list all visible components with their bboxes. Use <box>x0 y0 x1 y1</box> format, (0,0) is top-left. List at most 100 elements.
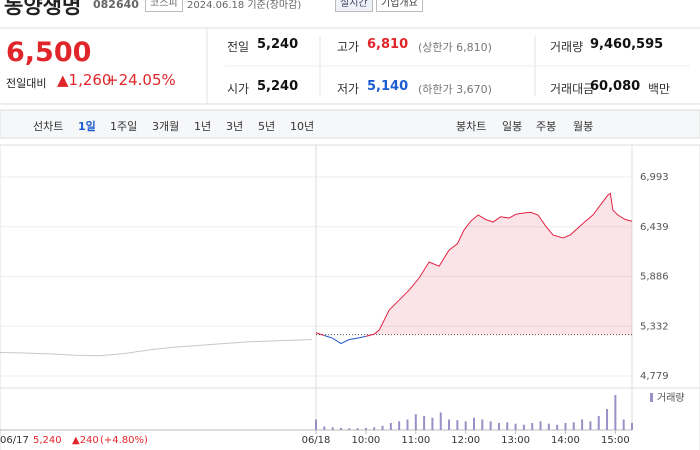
tab-label: 봉차트 <box>456 120 487 133</box>
volume-bar <box>539 421 542 430</box>
x-tick-label: 12:00 <box>451 435 480 446</box>
legend-swatch <box>650 393 653 402</box>
x-tick-label: 06/18 <box>302 435 331 446</box>
volume-bar <box>389 423 392 430</box>
volume-bar <box>398 421 401 430</box>
tab[interactable]: 1주일 <box>110 120 138 133</box>
stat-value: 6,810 <box>367 37 409 52</box>
volume-bar <box>323 426 326 430</box>
change-rate: +24.05% <box>106 71 176 89</box>
tab[interactable]: 3개월 <box>152 120 180 133</box>
volume-bar <box>464 421 467 430</box>
volume-bar <box>406 419 409 430</box>
x-tick-label: 14:00 <box>551 435 580 446</box>
stat-value: 5,240 <box>257 79 299 94</box>
tab[interactable]: 일봉 <box>502 120 523 133</box>
realtime-button[interactable]: 실시간 <box>335 0 373 12</box>
volume-bar <box>506 422 509 430</box>
y-tick-label: 5,332 <box>640 321 669 332</box>
tab[interactable]: 1일 <box>78 120 96 133</box>
tab[interactable]: 1년 <box>194 120 212 133</box>
x-tick-label: 15:00 <box>601 435 630 446</box>
volume-bar <box>448 419 451 430</box>
price-line <box>324 334 367 345</box>
tab[interactable]: 3년 <box>226 120 244 133</box>
x-tick-label: 10:00 <box>351 435 380 446</box>
volume-bar <box>564 423 567 430</box>
volume-bar <box>514 423 517 430</box>
tab[interactable]: 10년 <box>290 120 315 133</box>
volume-bar <box>614 395 617 430</box>
volume-bar <box>348 428 351 430</box>
area <box>365 193 632 337</box>
stat-value: 60,080 <box>590 79 641 94</box>
hover-rate: (+4.80%) <box>100 435 148 446</box>
chart-frame <box>0 144 700 450</box>
price-line <box>0 339 312 357</box>
y-tick-label: 6,439 <box>640 222 669 233</box>
y-tick-label: 5,886 <box>640 271 669 282</box>
x-tick-label: 13:00 <box>501 435 530 446</box>
volume-bar <box>547 423 550 430</box>
volume-bar <box>489 421 492 430</box>
stat-label: 전일 <box>227 40 250 54</box>
stat-value: 9,460,595 <box>590 37 664 52</box>
tab-bar <box>0 109 700 139</box>
legend-label: 거래량 <box>657 392 685 404</box>
stat-label: 거래대금 <box>550 82 595 96</box>
price-line <box>365 192 633 337</box>
volume-bar <box>431 417 434 430</box>
x-tick-label: 06/17 <box>0 435 29 446</box>
stat-value: 5,240 <box>257 37 299 52</box>
volume-bar <box>331 427 334 430</box>
stock-name: 동양생명 <box>4 0 82 18</box>
volume-bar <box>631 423 633 430</box>
volume-bar <box>364 427 367 430</box>
market-badge: 코스피 <box>145 0 183 12</box>
volume-bar <box>572 422 575 430</box>
volume-bar <box>597 416 600 430</box>
volume-bar <box>556 424 559 430</box>
tab[interactable]: 주봉 <box>536 120 557 133</box>
stat-note: (하한가 3,670) <box>418 83 492 96</box>
y-tick-label: 4,779 <box>640 371 669 382</box>
volume-bar <box>414 414 417 430</box>
change: ▲1,260 <box>57 71 112 89</box>
volume-bar <box>315 419 317 430</box>
volume-bar <box>522 424 525 430</box>
volume-bar <box>531 423 534 430</box>
hover-change: ▲240 <box>72 435 99 446</box>
stat-note: (상한가 6,810) <box>418 41 492 54</box>
volume-bar <box>481 419 484 430</box>
stat-value: 5,140 <box>367 79 409 94</box>
date: 2024.06.18 기준(장마감) <box>187 0 302 11</box>
volume-bar <box>581 419 584 430</box>
volume-bar <box>497 423 500 430</box>
y-tick-label: 6,993 <box>640 172 669 183</box>
hover-price: 5,240 <box>33 435 62 446</box>
stat-label: 저가 <box>337 82 360 96</box>
price: 6,500 <box>6 37 92 68</box>
volume-bar <box>381 425 384 430</box>
tab[interactable]: 월봉 <box>573 120 594 133</box>
stat-label: 거래량 <box>550 40 584 54</box>
volume-bar <box>356 428 359 430</box>
stat-label: 시가 <box>227 82 250 96</box>
volume-bar <box>456 420 459 430</box>
volume-bar <box>473 417 475 430</box>
volume-bar <box>589 421 592 430</box>
stock-code: 082640 <box>93 0 139 11</box>
tab[interactable]: 5년 <box>258 120 276 133</box>
price-line <box>315 332 325 336</box>
x-tick-label: 11:00 <box>401 435 430 446</box>
volume-bar <box>423 416 426 430</box>
company-info-button[interactable]: 기업개요 <box>376 0 423 12</box>
volume-bar <box>606 409 609 430</box>
stat-unit: 백만 <box>648 82 671 96</box>
change-label: 전일대비 <box>6 77 47 90</box>
volume-bar <box>373 427 376 430</box>
tab-label: 선차트 <box>33 120 64 133</box>
volume-bar <box>622 419 625 430</box>
